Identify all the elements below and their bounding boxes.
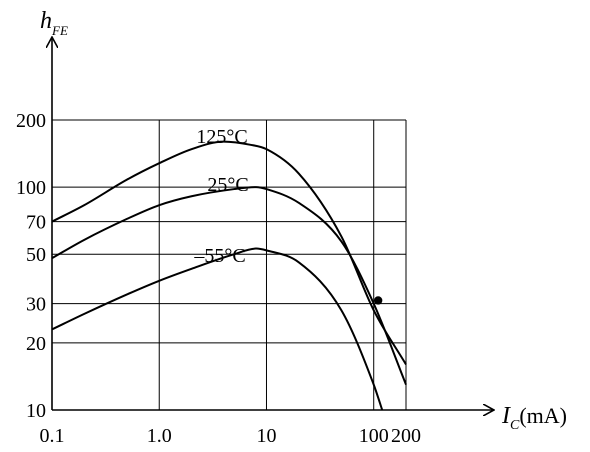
series-label: –55°C <box>193 245 245 267</box>
x-axis-label-unit: (mA) <box>519 403 567 428</box>
y-tick-label: 10 <box>26 400 46 422</box>
x-tick-label: 200 <box>391 425 421 447</box>
y-tick-label: 70 <box>26 212 46 234</box>
y-tick-label: 20 <box>26 333 46 355</box>
y-tick-label: 100 <box>16 177 46 199</box>
series-curve <box>51 186 407 385</box>
x-tick-label: 100 <box>359 425 389 447</box>
y-axis-label: hFE <box>40 8 68 38</box>
series-layer <box>51 140 407 411</box>
y-axis-label-main: h <box>40 8 52 34</box>
x-axis-label: IC(mA) <box>501 403 567 433</box>
x-tick-label: 10 <box>256 425 276 447</box>
series-curve <box>51 140 407 366</box>
series-curve <box>51 247 384 411</box>
series-label: 25°C <box>207 174 248 196</box>
intersection-marker <box>373 296 383 305</box>
x-tick-label: 0.1 <box>40 425 65 447</box>
x-tick-label: 1.0 <box>147 425 172 447</box>
axes-layer <box>52 38 493 410</box>
series-label: 125°C <box>196 126 247 148</box>
label-layer: 0.1 1.0 10 100 2001020305070100200125°C25°C–… <box>16 8 567 447</box>
y-tick-label: 50 <box>26 244 46 266</box>
y-tick-label: 30 <box>26 294 46 316</box>
y-axis-label-sub: FE <box>51 23 68 38</box>
x-axis-label-main: I <box>501 403 511 429</box>
y-tick-label: 200 <box>16 110 46 132</box>
x-axis-label-sub: C <box>510 418 520 433</box>
